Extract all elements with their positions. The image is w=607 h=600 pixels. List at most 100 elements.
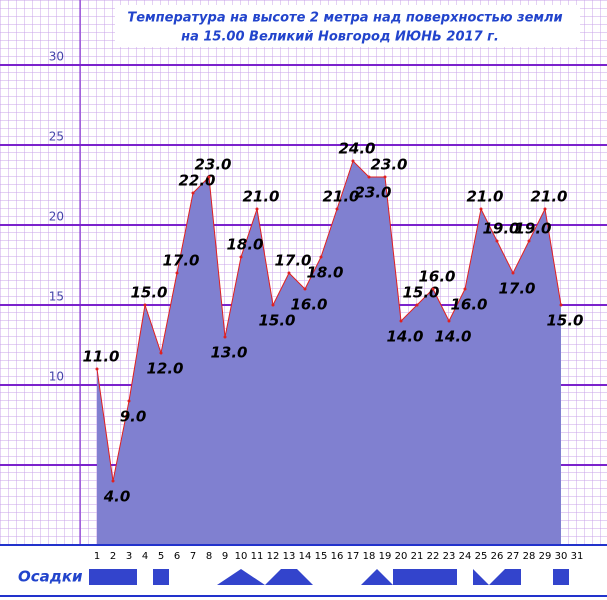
x-tick-label: 18 xyxy=(363,551,376,562)
x-tick-label: 23 xyxy=(443,551,456,562)
point xyxy=(159,351,163,355)
precip-mark xyxy=(217,569,265,585)
point xyxy=(479,207,483,211)
plot: 101520253011.04.09.015.012.017.022.023.0… xyxy=(0,50,607,545)
point xyxy=(111,479,115,483)
point xyxy=(431,287,435,291)
point xyxy=(127,399,131,403)
point xyxy=(255,207,259,211)
x-tick-label: 27 xyxy=(507,551,520,562)
x-tick-label: 21 xyxy=(411,551,424,562)
value-label: 15.0 xyxy=(402,284,439,302)
value-label: 15.0 xyxy=(258,312,295,330)
point xyxy=(223,335,227,339)
precip-mark xyxy=(153,569,169,585)
precip-mark xyxy=(489,569,521,585)
precip-mark xyxy=(473,569,489,585)
x-tick-label: 10 xyxy=(235,551,248,562)
x-tick-label: 8 xyxy=(206,551,212,562)
value-label: 21.0 xyxy=(242,188,279,206)
value-label: 16.0 xyxy=(418,268,455,286)
x-tick-label: 19 xyxy=(379,551,392,562)
precip-mark xyxy=(89,569,137,585)
value-label: 15.0 xyxy=(546,312,583,330)
point xyxy=(287,271,291,275)
point xyxy=(175,271,179,275)
value-label: 18.0 xyxy=(226,236,263,254)
point xyxy=(319,255,323,259)
value-label: 4.0 xyxy=(103,488,131,506)
x-tick-label: 2 xyxy=(110,551,116,562)
x-tick-label: 17 xyxy=(347,551,360,562)
value-label: 19.0 xyxy=(482,220,519,238)
x-tick-label: 14 xyxy=(299,551,312,562)
point xyxy=(543,207,547,211)
value-label: 23.0 xyxy=(370,156,407,174)
value-label: 16.0 xyxy=(450,296,487,314)
value-label: 13.0 xyxy=(210,344,247,362)
point xyxy=(191,191,195,195)
point xyxy=(415,303,419,307)
point xyxy=(511,271,515,275)
x-tick-label: 6 xyxy=(174,551,180,562)
chart-subtitle: на 15.00 Великий Новгород ИЮНЬ 2017 г. xyxy=(181,30,499,45)
point xyxy=(303,287,307,291)
value-label: 18.0 xyxy=(306,264,343,282)
point xyxy=(367,175,371,179)
value-label: 19.0 xyxy=(514,220,551,238)
value-label: 11.0 xyxy=(82,348,119,366)
chart-title: Температура на высоте 2 метра над поверх… xyxy=(127,11,562,26)
precip-mark xyxy=(393,569,457,585)
point xyxy=(447,319,451,323)
point xyxy=(335,207,339,211)
x-tick-label: 22 xyxy=(427,551,440,562)
x-tick-label: 12 xyxy=(267,551,280,562)
precip-mark xyxy=(361,569,393,585)
x-tick-label: 28 xyxy=(523,551,536,562)
value-label: 21.0 xyxy=(466,188,503,206)
value-label: 23.0 xyxy=(194,156,231,174)
x-tick-label: 3 xyxy=(126,551,132,562)
value-label: 21.0 xyxy=(322,188,359,206)
x-tick-label: 24 xyxy=(459,551,472,562)
x-tick-label: 30 xyxy=(555,551,568,562)
x-tick-label: 29 xyxy=(539,551,552,562)
value-label: 15.0 xyxy=(130,284,167,302)
value-label: 14.0 xyxy=(386,328,423,346)
x-tick-label: 20 xyxy=(395,551,408,562)
point xyxy=(143,303,147,307)
precip-mark xyxy=(265,569,313,585)
x-tick-label: 4 xyxy=(142,551,148,562)
point xyxy=(239,255,243,259)
point xyxy=(95,367,99,371)
x-tick-label: 7 xyxy=(190,551,196,562)
point xyxy=(559,303,563,307)
point xyxy=(495,239,499,243)
point xyxy=(383,175,387,179)
value-label: 24.0 xyxy=(338,140,375,158)
value-label: 9.0 xyxy=(120,408,147,426)
value-label: 22.0 xyxy=(178,172,215,190)
precip-label: Осадки xyxy=(18,568,83,586)
x-tick-label: 9 xyxy=(222,551,228,562)
x-tick-label: 11 xyxy=(251,551,264,562)
point xyxy=(463,287,467,291)
value-label: 17.0 xyxy=(274,252,311,270)
y-tick-label: 25 xyxy=(49,130,64,144)
title-box xyxy=(115,5,580,47)
x-tick-label: 16 xyxy=(331,551,344,562)
value-label: 12.0 xyxy=(146,360,183,378)
y-tick-label: 20 xyxy=(49,210,64,224)
area xyxy=(97,161,561,545)
y-tick-label: 10 xyxy=(49,370,64,384)
y-tick-label: 15 xyxy=(49,290,64,304)
x-tick-label: 5 xyxy=(158,551,164,562)
precip-mark xyxy=(553,569,569,585)
value-label: 16.0 xyxy=(290,296,327,314)
point xyxy=(207,175,211,179)
x-tick-label: 13 xyxy=(283,551,296,562)
value-label: 17.0 xyxy=(162,252,199,270)
x-tick-label: 31 xyxy=(571,551,584,562)
line xyxy=(96,160,562,482)
